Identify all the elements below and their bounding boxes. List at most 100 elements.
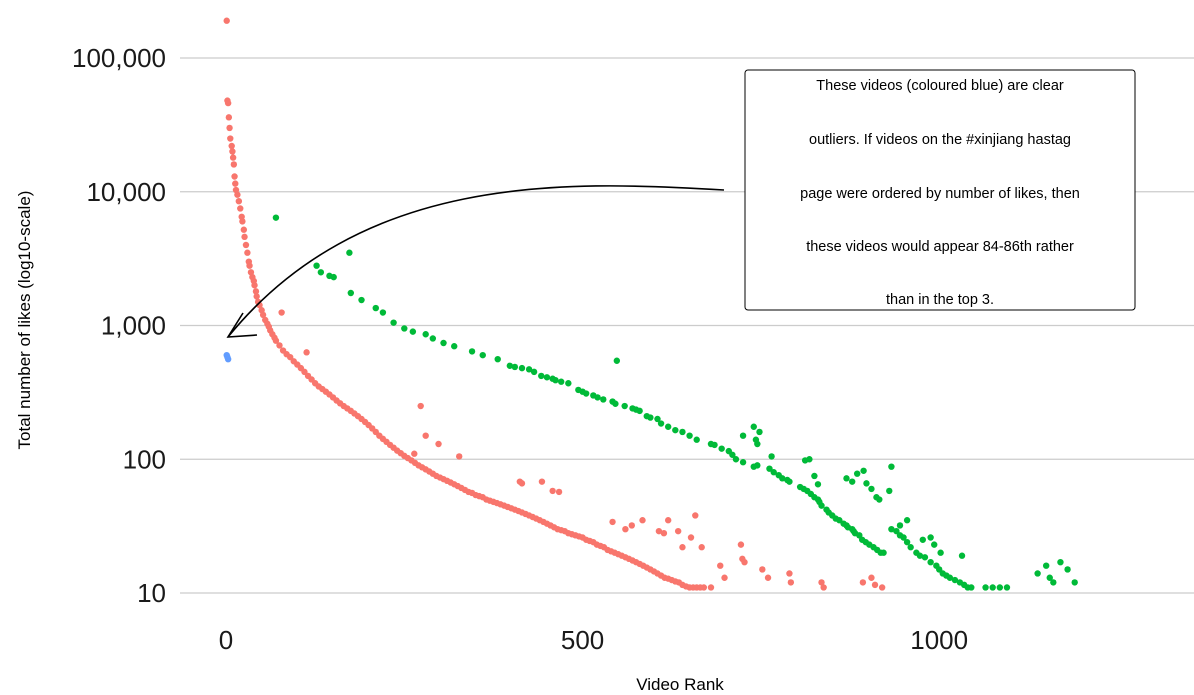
- x-tick-label: 500: [561, 625, 604, 655]
- data-point: [692, 512, 699, 519]
- data-point: [759, 566, 766, 573]
- annotation-box: These videos (coloured blue) are clear o…: [744, 69, 1136, 311]
- data-point: [860, 467, 867, 474]
- y-axis-tick-labels: 10 100 1,000 10,000 100,000: [72, 43, 166, 608]
- data-point: [848, 478, 856, 485]
- data-point: [968, 584, 975, 591]
- data-point: [229, 148, 236, 155]
- data-point: [247, 269, 255, 276]
- data-point: [246, 262, 253, 269]
- data-point: [224, 355, 232, 363]
- data-point: [259, 311, 267, 319]
- data-point: [239, 218, 246, 225]
- data-point: [251, 282, 258, 289]
- data-point: [609, 518, 616, 526]
- data-point: [718, 445, 725, 452]
- data-point: [422, 331, 429, 338]
- data-point: [1050, 579, 1057, 586]
- data-point: [278, 309, 285, 316]
- data-point: [754, 440, 761, 448]
- data-point: [622, 525, 629, 533]
- data-point: [664, 517, 672, 524]
- series-0: [223, 17, 886, 591]
- data-point: [937, 549, 944, 556]
- data-point: [411, 450, 418, 457]
- data-point: [272, 337, 280, 344]
- data-point: [417, 402, 424, 410]
- data-point: [226, 124, 233, 132]
- data-point: [737, 541, 745, 548]
- data-point: [303, 349, 310, 356]
- data-point: [530, 368, 538, 376]
- data-point: [818, 579, 825, 586]
- x-axis-title: Video Rank: [636, 675, 724, 694]
- annotation-arrow-head: [226, 312, 258, 338]
- data-point: [871, 581, 879, 589]
- data-point: [836, 517, 843, 524]
- data-point: [621, 402, 628, 410]
- data-point: [729, 451, 736, 458]
- data-point: [1034, 570, 1041, 577]
- data-point: [721, 574, 728, 581]
- data-point: [511, 363, 519, 371]
- data-point: [223, 17, 230, 24]
- annotation-arrow-curve: [227, 185, 725, 338]
- data-point: [549, 487, 556, 495]
- data-point: [525, 366, 533, 373]
- data-point: [707, 584, 715, 591]
- data-point: [693, 436, 700, 443]
- data-point: [958, 552, 966, 559]
- data-point: [227, 135, 234, 142]
- data-point: [768, 453, 775, 460]
- data-point: [700, 584, 708, 591]
- data-point: [234, 191, 241, 198]
- data-point: [787, 579, 795, 586]
- data-point: [732, 456, 740, 463]
- data-point: [232, 180, 239, 187]
- data-point: [919, 536, 926, 543]
- data-point: [880, 549, 887, 556]
- data-point: [479, 351, 486, 359]
- data-point: [252, 288, 260, 295]
- data-point: [228, 142, 235, 150]
- data-point: [313, 262, 320, 269]
- data-point: [647, 414, 654, 421]
- data-point: [766, 465, 773, 472]
- data-point: [931, 541, 938, 548]
- data-point: [946, 574, 954, 581]
- data-point: [422, 432, 429, 439]
- data-point: [272, 214, 280, 221]
- data-point: [276, 342, 283, 349]
- data-point: [806, 456, 813, 463]
- data-point: [231, 173, 238, 180]
- data-point: [456, 453, 463, 460]
- data-point: [506, 362, 514, 369]
- annotation-line-4: these videos would appear 84-86th rather: [806, 239, 1074, 255]
- data-point: [853, 470, 861, 477]
- data-point: [600, 396, 607, 403]
- data-point: [739, 432, 747, 439]
- data-point: [229, 154, 237, 161]
- data-point: [235, 197, 243, 205]
- data-point: [927, 534, 934, 541]
- data-point: [552, 376, 559, 384]
- data-point: [429, 335, 437, 342]
- data-point: [639, 517, 646, 524]
- data-point: [859, 579, 867, 586]
- data-point: [868, 485, 875, 493]
- y-tick-label: 100: [123, 444, 166, 474]
- annotation-arrow: [226, 185, 725, 338]
- data-point: [916, 552, 924, 559]
- data-point: [818, 502, 825, 509]
- data-point: [886, 487, 893, 495]
- data-point: [636, 407, 643, 415]
- annotation-line-1: These videos (coloured blue) are clear: [816, 78, 1064, 94]
- data-point: [888, 463, 895, 470]
- annotation-line-5: than in the top 3.: [886, 292, 994, 308]
- data-point: [518, 364, 526, 372]
- data-point: [1003, 584, 1011, 591]
- data-point: [786, 570, 793, 577]
- data-point: [907, 544, 914, 551]
- data-point: [896, 522, 904, 529]
